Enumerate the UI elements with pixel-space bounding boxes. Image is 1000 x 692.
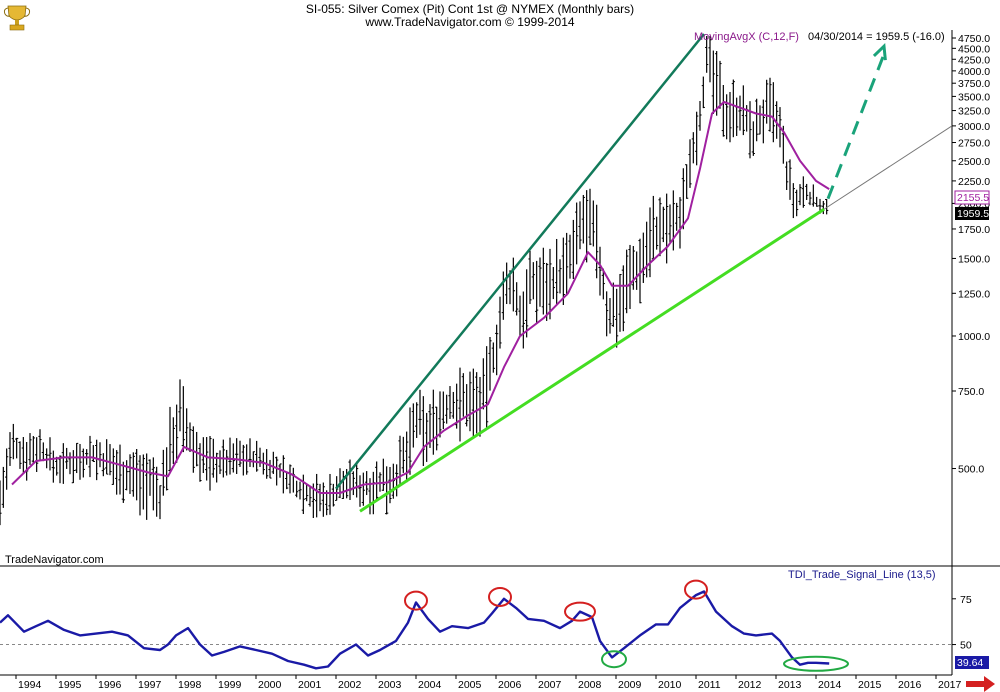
year-tick-label: 2007 (538, 679, 562, 691)
price-tick-label: 4750.0 (958, 33, 990, 45)
chart-subtitle: www.TradeNavigator.com © 1999-2014 (364, 15, 574, 29)
peak-circle (564, 601, 596, 622)
moving-average-label: MovingAvgX (C,12,F) (694, 31, 799, 43)
year-tick-label: 2017 (938, 679, 962, 691)
last-price-readout: 04/30/2014 = 1959.5 (-16.0) (808, 31, 945, 43)
year-tick-label: 2016 (898, 679, 922, 691)
price-tick-label: 500.0 (958, 464, 984, 476)
indicator-panel (0, 579, 952, 672)
svg-text:39.64: 39.64 (957, 657, 983, 669)
watermark: TradeNavigator.com (5, 554, 104, 566)
year-tick-label: 2002 (338, 679, 362, 691)
projection-arrow-shaft (826, 53, 886, 200)
year-tick-label: 2001 (298, 679, 322, 691)
year-tick-label: 2004 (418, 679, 442, 691)
trendline-extension (823, 125, 953, 210)
year-tick-label: 1999 (218, 679, 242, 691)
scroll-right-arrow[interactable] (966, 676, 995, 692)
price-tick-label: 2750.0 (958, 138, 990, 150)
year-tick-label: 2013 (778, 679, 802, 691)
price-tick-label: 4000.0 (958, 66, 990, 78)
year-tick-label: 1997 (138, 679, 162, 691)
trough-ellipse (783, 655, 849, 672)
chart-title: SI-055: Silver Comex (Pit) Cont 1st @ NY… (306, 2, 634, 16)
price-tick-label: 3250.0 (958, 106, 990, 118)
price-tick-label: 1250.0 (958, 288, 990, 300)
year-tick-label: 2014 (818, 679, 842, 691)
price-tick-label: 4250.0 (958, 54, 990, 66)
price-tick-label: 750.0 (958, 386, 984, 398)
year-tick-label: 1994 (18, 679, 42, 691)
indicator-tick-label: 75 (960, 594, 972, 606)
price-tick-label: 3500.0 (958, 91, 990, 103)
tdi-signal-line (0, 590, 830, 670)
year-tick-label: 2015 (858, 679, 882, 691)
year-tick-label: 2010 (658, 679, 682, 691)
price-tick-label: 1000.0 (958, 331, 990, 343)
price-tick-label: 3750.0 (958, 78, 990, 90)
peak-circle (684, 579, 708, 600)
projection-arrow-head (872, 42, 887, 61)
year-tick-label: 1998 (178, 679, 202, 691)
year-tick-label: 1995 (58, 679, 82, 691)
peak-circle (488, 586, 512, 607)
year-tick-label: 2012 (738, 679, 762, 691)
indicator-label: TDI_Trade_Signal_Line (13,5) (788, 569, 936, 581)
year-tick-label: 2006 (498, 679, 522, 691)
year-tick-label: 2009 (618, 679, 642, 691)
indicator-tick-label: 50 (960, 640, 972, 652)
year-tick-label: 1996 (98, 679, 122, 691)
price-tick-label: 1500.0 (958, 253, 990, 265)
year-tick-label: 2000 (258, 679, 282, 691)
ma-last-badge: 2155.5 (954, 190, 990, 205)
close-last-badge: 1959.5 (955, 207, 989, 220)
upper-channel-line (335, 33, 705, 490)
price-tick-label: 2250.0 (958, 176, 990, 188)
trophy-icon (3, 5, 31, 31)
price-tick-label: 2500.0 (958, 156, 990, 168)
price-tick-label: 4500.0 (958, 43, 990, 55)
svg-text:1959.5: 1959.5 (957, 208, 989, 220)
year-tick-label: 2011 (698, 679, 721, 691)
support-trendline (359, 207, 825, 513)
indicator-last-badge: 39.64 (955, 656, 989, 669)
svg-text:2155.5: 2155.5 (957, 192, 989, 204)
moving-average-line (11, 100, 830, 494)
price-panel (0, 33, 953, 526)
year-tick-label: 2003 (378, 679, 402, 691)
year-tick-label: 2005 (458, 679, 482, 691)
price-tick-label: 3000.0 (958, 121, 990, 133)
price-tick-label: 1750.0 (958, 224, 990, 236)
peak-circle (404, 590, 428, 611)
trough-circle (601, 650, 627, 669)
year-tick-label: 2008 (578, 679, 602, 691)
